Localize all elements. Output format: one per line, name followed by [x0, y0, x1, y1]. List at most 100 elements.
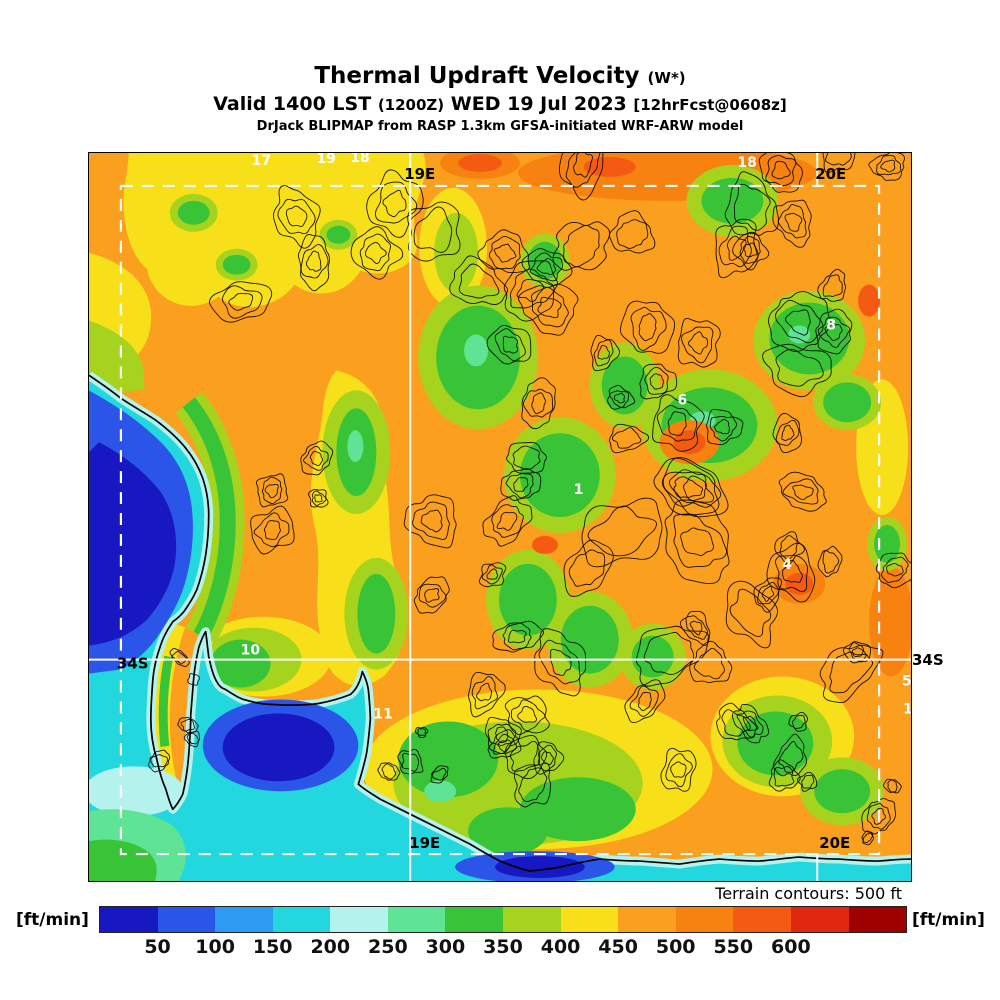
terrain-contour-line [644, 366, 669, 395]
colorbar-tick-label: 450 [598, 936, 638, 958]
terrain-contour-line [536, 257, 557, 276]
grid-label: 19E [409, 834, 440, 852]
terrain-contour-line [518, 767, 548, 802]
colorbar-segment [848, 907, 907, 932]
terrain-contour-line [514, 762, 552, 808]
terrain-contour-line [673, 476, 704, 498]
terrain-contour-line [880, 159, 896, 173]
terrain-contour-line [518, 283, 579, 336]
terrain-contour-line [775, 420, 800, 446]
terrain-contour-line [517, 706, 537, 723]
terrain-contour-line [718, 225, 752, 268]
terrain-contour-line [513, 477, 529, 492]
terrain-contour-line [715, 218, 759, 279]
terrain-contour-line [277, 198, 316, 235]
terrain-contour-line [521, 248, 573, 286]
grid-label: 34S [117, 655, 149, 673]
colorbar-segment [157, 907, 216, 932]
terrain-contour-line [504, 695, 550, 736]
terrain-contour-line [180, 719, 195, 732]
terrain-contour-line [724, 171, 779, 236]
terrain-contour-line [503, 260, 559, 322]
terrain-contour-line [611, 427, 642, 449]
terrain-contour-line [486, 324, 532, 365]
terrain-contour-line [685, 615, 708, 640]
site-label: 10 [241, 643, 261, 659]
site-label: 4 [782, 557, 792, 573]
terrain-contour-line [311, 490, 327, 506]
terrain-contour-line [616, 219, 649, 249]
terrain-contour-line [261, 476, 283, 505]
terrain-contour-line [681, 326, 714, 364]
colorbar-segment [503, 907, 561, 932]
unit-label-left: [ft/min] [16, 910, 89, 930]
terrain-contour-line [430, 765, 449, 784]
terrain-contour-line [502, 622, 532, 651]
grid-label: 20E [819, 834, 850, 852]
corner-green [89, 839, 157, 881]
terrain-contour-line [375, 181, 418, 224]
terrain-contour-line [619, 300, 676, 354]
terrain-contour-line [471, 676, 498, 710]
terrain-contour-line [300, 244, 329, 279]
terrain-contour-line [424, 588, 440, 603]
terrain-contour-line [359, 233, 391, 272]
terrain-contour-line [581, 497, 663, 568]
colorbar-segment [272, 907, 331, 932]
terrain-contour-line [876, 154, 902, 176]
terrain-contour-line [449, 255, 509, 306]
terrain-contour-line [630, 306, 667, 351]
colorbar-tick-label: 50 [144, 936, 171, 958]
terrain-note: Terrain contours: 500 ft [715, 884, 902, 903]
colorbar-tick-label: 200 [310, 936, 351, 958]
terrain-contour-line [169, 647, 190, 668]
terrain-contour-line [688, 331, 709, 355]
terrain-contour-line [486, 568, 499, 580]
terrain-contour-line [401, 752, 419, 772]
terrain-contour-line [263, 520, 281, 540]
terrain-contour-line [608, 210, 656, 254]
terrain-contour-line [609, 390, 629, 408]
colorbar-segment [733, 907, 791, 932]
terrain-contour-line [775, 554, 809, 593]
terrain-contour-line [665, 753, 693, 788]
terrain-contour-line [725, 580, 779, 649]
terrain-contour-line [861, 798, 897, 835]
terrain-contour-line [413, 206, 453, 253]
terrain-contour-line [788, 711, 809, 732]
terrain-contour-line [721, 709, 751, 737]
terrain-contour-line [228, 293, 254, 311]
terrain-contour-line [815, 308, 853, 355]
terrain-contour-line [533, 741, 565, 775]
terrain-contour-line [638, 691, 652, 711]
terrain-contour-line [593, 339, 614, 367]
terrain-contour-line [782, 478, 819, 505]
terrain-contour-line [778, 471, 827, 512]
terrain-contour-line [742, 715, 759, 732]
terrain-contour-line [801, 774, 815, 789]
terrain-contour-line [303, 445, 329, 471]
model-domain-box [119, 184, 881, 856]
colorbar-segment [618, 907, 676, 932]
terrain-contour-line [624, 679, 666, 723]
terrain-contour-line [177, 717, 199, 734]
terrain-contour-line [765, 155, 797, 187]
terrain-contour-line [822, 153, 856, 174]
terrain-contour-line [643, 632, 695, 675]
colorbar-tick-label: 150 [252, 936, 293, 958]
colorbar-ticks: 50 100 150 200 250 300 350 400 450 500 550 600 [100, 936, 906, 962]
colorbar-tick-label: 500 [655, 936, 696, 958]
terrain-contour-line [817, 545, 843, 578]
colorbar-tick-label: 100 [195, 936, 235, 958]
terrain-contour-line [819, 644, 884, 704]
colorbar-segment [387, 907, 446, 932]
terrain-contour-line [458, 263, 500, 299]
terrain-contour-line [866, 802, 891, 830]
terrain-contour-line [660, 747, 697, 792]
terrain-contour-line [824, 324, 843, 342]
terrain-contour-line [709, 415, 738, 442]
terrain-contour-line [552, 221, 611, 271]
terrain-contour-line [768, 291, 831, 352]
terrain-contour-line [607, 384, 636, 410]
terrain-contour-line [491, 504, 524, 538]
